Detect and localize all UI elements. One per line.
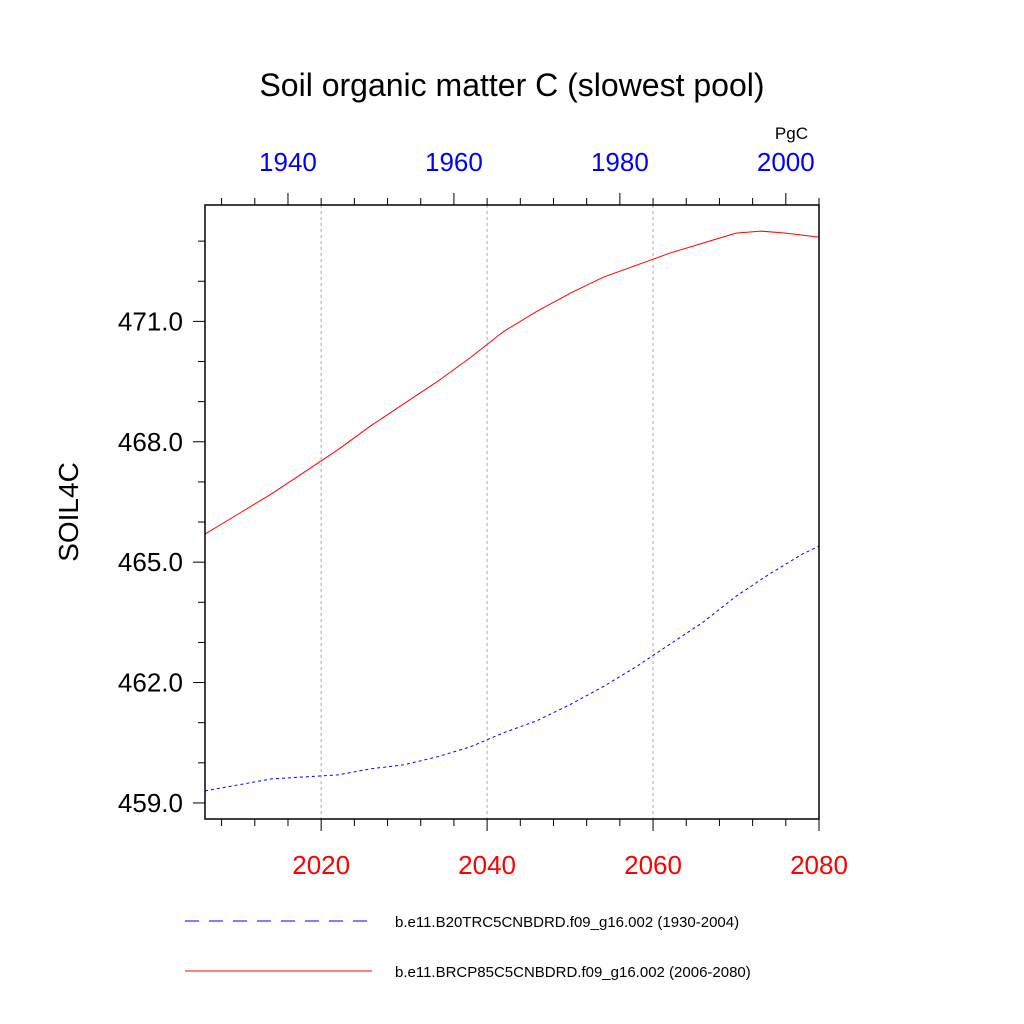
y-tick-label-471.0: 471.0: [118, 306, 183, 336]
y-tick-label-468.0: 468.0: [118, 427, 183, 457]
chart-title: Soil organic matter C (slowest pool): [259, 67, 764, 103]
grid-lines: [320, 205, 654, 819]
bottom-tick-label-2040: 2040: [458, 850, 516, 880]
bottom-tick-label-2020: 2020: [292, 850, 350, 880]
top-tick-label-1940: 1940: [259, 147, 317, 177]
top-tick-label-1980: 1980: [591, 147, 649, 177]
y-axis-label: SOIL4C: [53, 462, 84, 562]
plot-frame: [204, 204, 820, 820]
units-label: PgC: [775, 124, 808, 143]
bottom-tick-label-2060: 2060: [624, 850, 682, 880]
y-tick-label-459.0: 459.0: [118, 788, 183, 818]
legend: b.e11.B20TRC5CNBDRD.f09_g16.002 (1930-20…: [185, 914, 751, 981]
series-line-rcp85: [204, 230, 820, 535]
series-lines: [204, 230, 820, 792]
top-tick-label-1960: 1960: [425, 147, 483, 177]
y-tick-label-462.0: 462.0: [118, 668, 183, 698]
top-tick-label-2000: 2000: [757, 147, 815, 177]
legend-label-historical: b.e11.B20TRC5CNBDRD.f09_g16.002 (1930-20…: [395, 914, 739, 931]
y-tick-label-465.0: 465.0: [118, 547, 183, 577]
axis-ticks: [193, 193, 820, 831]
legend-label-rcp85: b.e11.BRCP85C5CNBDRD.f09_g16.002 (2006-2…: [395, 964, 751, 981]
tick-labels: 2020 2040 2060 2080 1940 1960 1980 2000 459.0 462…: [118, 147, 848, 880]
bottom-tick-label-2080: 2080: [790, 850, 848, 880]
